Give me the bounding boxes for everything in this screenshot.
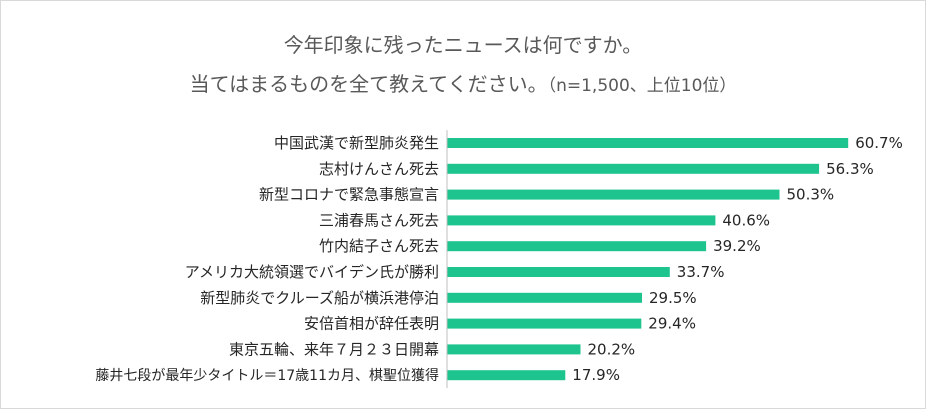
category-label-10: 藤井七段が最年少タイトル＝17歳11カ月、棋聖位獲得 [95,367,439,384]
category-labels: 中国武漢で新型肺炎発生志村けんさん死去新型コロナで緊急事態宣言三浦春馬さん死去竹… [95,134,439,384]
value-label-7: 29.5% [649,289,697,307]
bar-10 [447,370,566,381]
value-label-8: 29.4% [648,315,696,333]
chart-subtitle: 当てはまるものを全て教えてください。（n=1,500、上位10位） [0,68,926,97]
category-label-9: 東京五輪、来年７月２３日開幕 [229,340,439,358]
category-label-8: 安倍首相が辞任表明 [304,315,439,333]
value-label-1: 60.7% [855,134,903,152]
value-label-2: 56.3% [826,160,874,178]
value-label-4: 40.6% [722,211,770,229]
bar-6 [447,267,670,277]
value-label-9: 20.2% [588,340,636,358]
value-label-10: 17.9% [572,366,620,384]
category-label-3: 新型コロナで緊急事態宣言 [259,186,439,204]
category-label-6: アメリカ大統領選でバイデン氏が勝利 [185,263,439,281]
bar-4 [447,215,716,226]
bar-3 [447,189,780,200]
value-label-6: 33.7% [677,263,725,281]
value-label-3: 50.3% [787,186,835,204]
chart-subtitle-note: （n=1,500、上位10位） [547,76,737,96]
bar-8 [447,318,642,329]
chart-title-text: 今年印象に残ったニュースは何ですか。 [283,33,643,57]
category-label-2: 志村けんさん死去 [319,160,439,178]
chart-title: 今年印象に残ったニュースは何ですか。 [0,29,926,58]
value-label-5: 39.2% [713,237,761,255]
category-label-1: 中国武漢で新型肺炎発生 [274,134,439,152]
category-label-5: 竹内結子さん死去 [319,237,439,255]
chart-subtitle-text: 当てはまるものを全て教えてください。 [189,72,548,96]
bar-2 [447,163,820,174]
bar-9 [447,344,581,355]
bar-7 [447,292,642,303]
bars-group [447,138,849,381]
value-labels: 60.7% 56.3% 50.3% 40.6% 39.2% 33.7% 29.5% 29.4%… [572,134,903,384]
category-label-4: 三浦春馬さん死去 [319,211,439,229]
bar-5 [447,241,707,252]
bar-1 [447,138,849,148]
category-label-7: 新型肺炎でクルーズ船が横浜港停泊 [200,289,439,307]
